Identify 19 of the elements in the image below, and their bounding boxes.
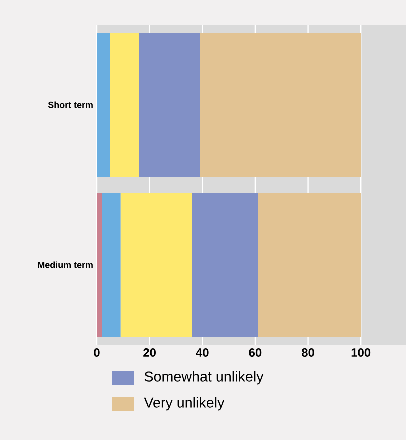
x-tick-label: 0 <box>94 348 100 357</box>
bar <box>120 192 192 337</box>
legend-label: Very unlikely <box>144 397 225 411</box>
x-tick-label: 100 <box>352 348 371 357</box>
x-tick-label: 40 <box>196 348 209 357</box>
x-tick-label: 20 <box>144 348 156 357</box>
bar <box>97 192 102 337</box>
bar <box>139 32 200 177</box>
y-tick-label: Medium term <box>38 262 93 268</box>
bar <box>97 32 110 177</box>
legend-label: Somewhat unlikely <box>144 371 264 385</box>
x-tick-label: 80 <box>302 348 314 357</box>
bar <box>192 192 258 337</box>
y-tick-label: Short term <box>48 102 93 108</box>
bar <box>258 192 362 337</box>
x-tick-label: 60 <box>249 348 262 357</box>
bar <box>110 32 140 177</box>
bar <box>102 192 121 337</box>
bar <box>200 32 362 177</box>
